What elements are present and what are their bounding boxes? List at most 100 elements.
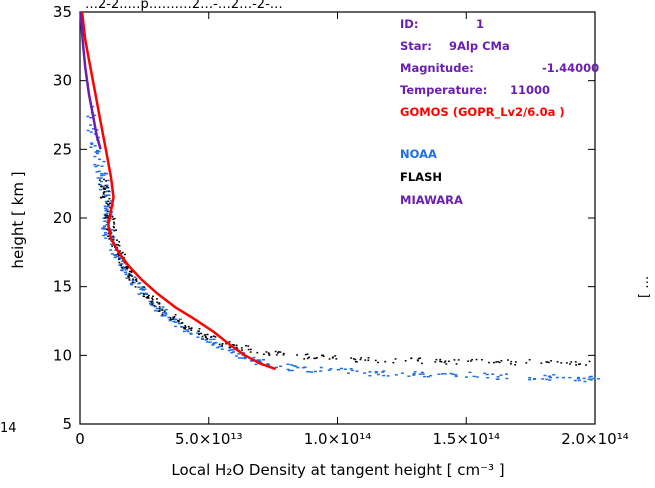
data-point <box>117 244 120 246</box>
data-point <box>454 375 458 378</box>
data-point <box>130 271 133 273</box>
data-point <box>200 332 203 335</box>
y-tick-label: 10 <box>53 346 72 364</box>
y-tick-label: 25 <box>53 140 72 158</box>
data-point <box>114 249 118 251</box>
legend-gomos: GOMOS (GOPR_Lv2/6.0a ) <box>400 105 565 120</box>
data-point <box>197 332 201 335</box>
data-point <box>500 359 503 362</box>
data-point <box>161 309 164 311</box>
data-point <box>119 250 121 252</box>
data-point <box>560 362 563 364</box>
data-point <box>128 278 131 280</box>
data-point <box>286 368 290 371</box>
data-point <box>124 273 128 276</box>
data-point <box>102 217 106 219</box>
data-point <box>203 334 206 336</box>
data-point <box>556 361 559 363</box>
data-point <box>156 298 158 300</box>
data-point <box>116 239 118 241</box>
data-point <box>540 362 543 364</box>
data-point <box>592 377 596 380</box>
data-point <box>158 306 161 308</box>
data-point <box>128 274 131 277</box>
data-point <box>112 225 115 228</box>
data-point <box>355 361 358 363</box>
data-point <box>421 373 425 375</box>
data-point <box>292 365 296 367</box>
data-point <box>111 216 114 218</box>
data-point <box>250 360 254 362</box>
data-point <box>435 358 438 361</box>
data-point <box>354 358 357 361</box>
data-point <box>172 320 176 323</box>
data-point <box>129 282 133 285</box>
data-point <box>105 172 109 175</box>
data-point <box>106 217 109 219</box>
data-point <box>104 184 107 187</box>
data-point <box>105 184 109 187</box>
data-point <box>148 294 150 297</box>
data-point <box>198 327 201 330</box>
data-point <box>152 295 154 298</box>
data-point <box>156 301 159 304</box>
data-point <box>303 358 306 360</box>
data-point <box>230 352 234 354</box>
data-point <box>103 231 107 234</box>
data-point <box>533 378 537 380</box>
data-point <box>139 288 143 291</box>
data-point <box>363 372 367 374</box>
data-point <box>243 356 247 359</box>
data-point <box>170 318 172 321</box>
data-point <box>282 352 285 355</box>
data-point <box>96 177 100 179</box>
data-point <box>302 366 306 369</box>
data-point <box>115 243 118 246</box>
data-point <box>102 160 106 163</box>
data-point <box>103 191 106 193</box>
data-point <box>570 361 573 363</box>
data-point <box>151 304 155 307</box>
data-point <box>200 337 204 340</box>
data-point <box>214 336 217 338</box>
data-point <box>227 349 231 352</box>
data-point <box>368 371 372 373</box>
y-axis-label: height [ km ] <box>9 171 27 268</box>
data-point <box>118 258 120 261</box>
data-point <box>168 319 172 321</box>
data-point <box>481 358 483 361</box>
data-point <box>144 292 148 295</box>
data-point <box>111 245 114 247</box>
data-point <box>464 376 468 378</box>
data-point <box>346 372 350 374</box>
data-point <box>243 357 247 360</box>
data-point <box>440 373 444 375</box>
data-point <box>225 342 228 345</box>
data-point <box>454 374 458 376</box>
data-point <box>91 105 95 108</box>
data-point <box>374 371 378 374</box>
data-point <box>208 341 212 344</box>
data-point <box>115 229 118 231</box>
data-point <box>543 374 547 377</box>
data-point <box>163 310 166 312</box>
data-point <box>150 301 153 303</box>
data-point <box>404 360 407 362</box>
data-point <box>352 358 355 360</box>
data-point <box>113 256 117 259</box>
data-point <box>575 364 578 366</box>
data-point <box>334 355 337 357</box>
data-point <box>335 358 338 360</box>
data-point <box>113 229 116 232</box>
data-point <box>343 368 347 370</box>
data-point <box>321 354 323 357</box>
data-point <box>118 240 121 243</box>
data-point <box>275 354 278 356</box>
data-point <box>120 264 123 267</box>
data-point <box>158 307 161 310</box>
data-point <box>574 361 577 363</box>
data-point <box>102 234 106 237</box>
data-point <box>505 373 509 375</box>
data-point <box>237 357 241 359</box>
right-cut-label: [ … <box>637 276 652 298</box>
